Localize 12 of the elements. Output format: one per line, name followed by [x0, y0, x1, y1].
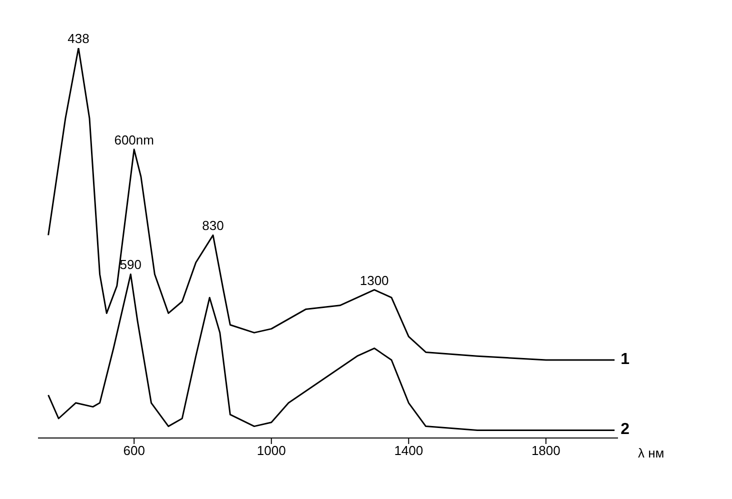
annotation: 1300	[360, 272, 389, 288]
series-label: 1	[620, 351, 630, 368]
annotation: 600nm	[114, 132, 154, 148]
x-tick-label: 1000	[256, 443, 286, 458]
x-tick-label: 1400	[394, 443, 424, 458]
annotation: 590	[120, 257, 142, 272]
x-tick-label: 600	[123, 443, 145, 458]
series-label: 2	[620, 421, 630, 438]
annotation: 830	[202, 218, 224, 234]
annotation: 438	[68, 31, 90, 46]
x-tick-label: 1800	[531, 443, 560, 458]
x-axis-title: λ нм	[638, 446, 664, 461]
